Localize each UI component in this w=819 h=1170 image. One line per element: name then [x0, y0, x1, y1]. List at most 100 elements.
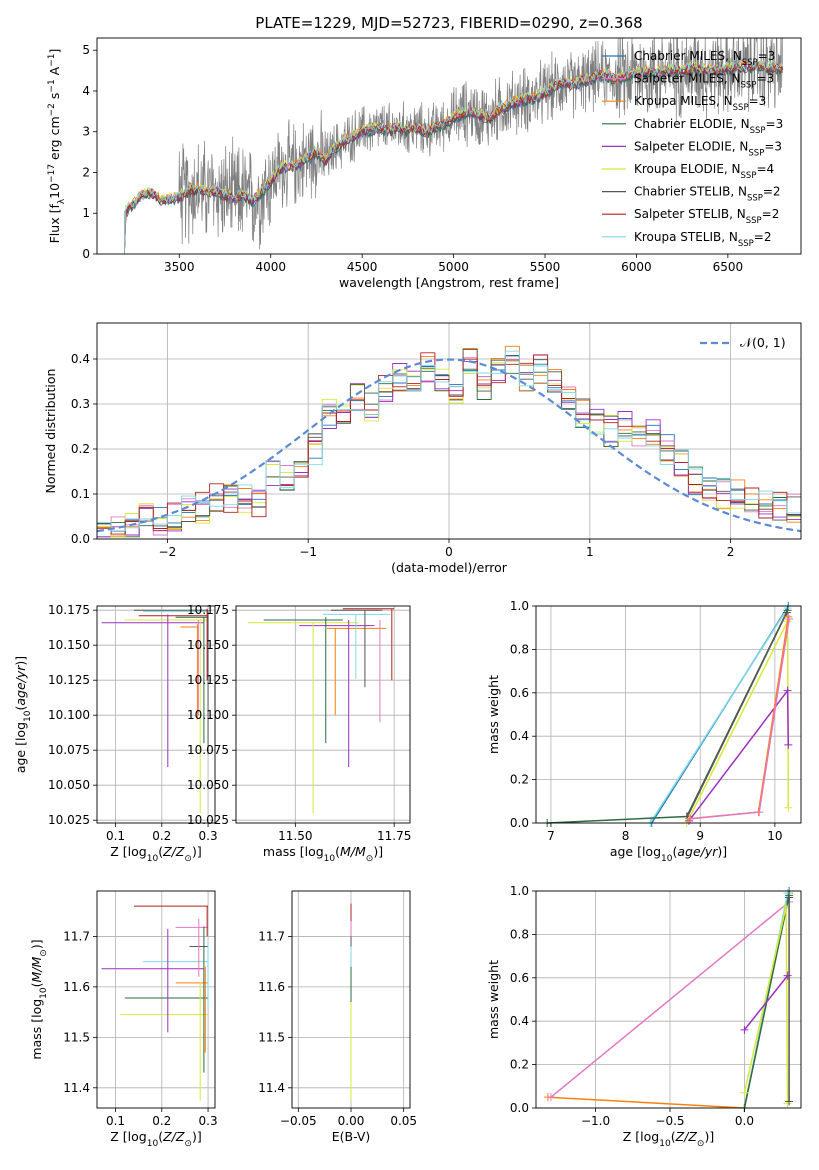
weight-line-kroupa-stelib: [649, 607, 789, 824]
legend-label: Chabrier ELODIE, N: [634, 117, 750, 131]
y-axis-label: Normed distribution: [43, 369, 58, 494]
x-axis-label-part: )]: [192, 844, 202, 859]
x-tick-label: 0: [445, 545, 453, 559]
x-axis-label-part: age [log: [610, 844, 661, 859]
x-tick-label: 4000: [255, 260, 286, 274]
weight-marker: [546, 1093, 555, 1102]
x-tick-label: −1.0: [581, 1114, 610, 1128]
x-tick-label: 11.50: [278, 829, 312, 843]
y-tick-label: 10.175: [187, 603, 229, 617]
legend-label: Kroupa ELODIE, N: [634, 162, 741, 176]
legend-entry: Kroupa STELIB, NSSP=2: [634, 230, 772, 249]
x-axis-label-part: Z/Z: [675, 1129, 698, 1144]
legend-label: Chabrier MILES, N: [634, 49, 742, 63]
y-tick-label: 5: [82, 43, 90, 57]
y-tick-label: 10.050: [48, 778, 90, 792]
y-axis-label-part: 10: [23, 710, 33, 722]
x-axis-label-part: ⊙: [184, 1139, 192, 1149]
y-axis-label: mass [log10(M/M⊙)]: [29, 939, 49, 1059]
y-tick-label: 1: [82, 206, 90, 220]
x-tick-label: 2: [727, 545, 735, 559]
y-tick-label: 11.4: [258, 1081, 285, 1095]
x-tick-label: 4500: [347, 260, 378, 274]
x-tick-label: 0.2: [152, 829, 171, 843]
y-tick-label: 0: [82, 247, 90, 261]
x-axis-label-part: E(B-V): [332, 1129, 371, 1144]
legend-suffix: =3: [758, 49, 776, 63]
legend-suffix: =3: [764, 139, 782, 153]
x-axis-label: wavelength [Angstrom, rest frame]: [339, 275, 559, 290]
y-axis-label-part: Flux [f: [47, 204, 62, 244]
weight-marker: [785, 1097, 794, 1106]
x-axis-label-part: ⊙: [697, 1139, 705, 1149]
y-tick-label: 10.150: [48, 638, 90, 652]
legend-suffix: =2: [754, 230, 772, 244]
weight-marker: [740, 1088, 749, 1097]
panel-spectrum: 3500 4000 4500 5000 5500 6000 6500 0 1 2 3 4 5 wavele…: [47, 37, 802, 290]
x-axis-label-part: (: [158, 1129, 163, 1144]
weight-line-salpeter-miles: [550, 901, 790, 1098]
x-tick-label: 7: [547, 829, 555, 843]
x-tick-label: 10: [767, 829, 782, 843]
y-axis-label-part: s: [47, 93, 62, 104]
x-axis-label-part: (: [671, 1129, 676, 1144]
x-axis-label-part: Z/Z: [162, 844, 185, 859]
legend-label: Salpeter ELODIE, N: [634, 139, 748, 153]
y-tick-label: 0.2: [71, 442, 90, 456]
plot-layer: 3500 4000 4500 5000 5500 6000 6500 0 1 2 3 4 5 wavele…: [13, 37, 802, 1149]
x-axis-label-part: ⊙: [366, 854, 374, 864]
axes-frame: [235, 605, 411, 824]
axes-frame: [535, 890, 802, 1109]
axes-frame: [96, 37, 802, 255]
legend-sub: SSP: [741, 81, 757, 91]
x-tick-label: 0.1: [106, 829, 125, 843]
y-tick-label: 0.4: [71, 352, 90, 366]
y-axis-label-part: )]: [13, 656, 28, 666]
legend-sub: SSP: [741, 171, 757, 181]
legend-suffix: =2: [763, 185, 781, 199]
y-tick-label: 0.1: [71, 487, 90, 501]
x-axis-label: Z [log10(Z/Z⊙)]: [110, 844, 201, 864]
y-tick-label: 11.5: [258, 1030, 285, 1044]
weight-marker: [783, 1099, 792, 1108]
x-axis-label-part: Z/Z: [162, 1129, 185, 1144]
legend-sub: SSP: [738, 239, 754, 249]
legend-sub: SSP: [750, 126, 766, 136]
plot-area: [124, 38, 784, 254]
x-axis-label-part: )]: [373, 844, 383, 859]
x-tick-label: 6500: [713, 260, 744, 274]
y-axis-label-part: ⊙: [39, 949, 49, 957]
x-tick-label: 5500: [530, 260, 561, 274]
y-tick-label: 0.6: [510, 971, 529, 985]
panel-age-vs-Z: 0.1 0.2 0.3 10.025 10.050 10.075 10.100 10.125 1…: [13, 603, 218, 864]
y-tick-label: 4: [82, 84, 90, 98]
x-tick-label: 3500: [164, 260, 195, 274]
x-axis-label-part: )]: [704, 1129, 714, 1144]
model-line-chabrier-stelib: [124, 62, 784, 254]
y-axis-label-part: (: [29, 982, 44, 987]
x-tick-label: −1: [299, 545, 317, 559]
y-tick-label: 10.100: [187, 708, 229, 722]
plot-area: [96, 345, 802, 538]
y-axis-label: age [log10(age/yr)]: [13, 656, 33, 773]
weight-line-chabrier-stelib: [686, 612, 788, 817]
weight-marker: [785, 615, 794, 624]
x-tick-label: 5000: [438, 260, 469, 274]
histogram-kroupa-stelib: [97, 350, 801, 532]
y-axis-label-part: 10: [47, 183, 62, 199]
y-tick-label: 0.3: [71, 397, 90, 411]
weight-marker: [755, 808, 764, 817]
y-axis-label-part: age [log: [13, 722, 28, 773]
x-axis-label-part: (: [158, 844, 163, 859]
legend-entry: Salpeter STELIB, NSSP=2: [634, 207, 779, 226]
weight-marker: [784, 740, 793, 749]
y-axis-label-part: A: [47, 66, 62, 79]
y-tick-label: 0.2: [510, 773, 529, 787]
weight-marker: [686, 814, 695, 823]
model-line-salpeter-elodie: [124, 61, 784, 254]
x-axis-label-part: Z [log: [110, 1129, 146, 1144]
x-tick-label: 0.1: [106, 1114, 125, 1128]
x-axis-label: Z [log10(Z/Z⊙)]: [110, 1129, 201, 1149]
